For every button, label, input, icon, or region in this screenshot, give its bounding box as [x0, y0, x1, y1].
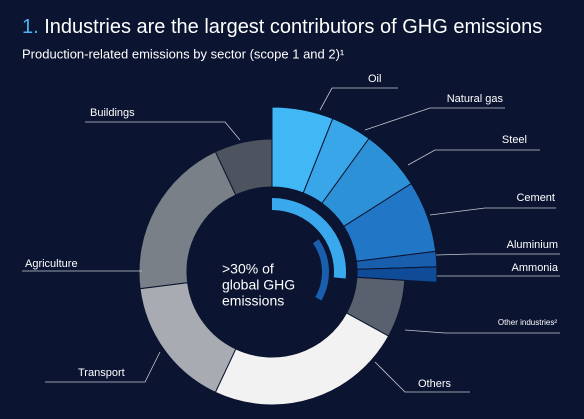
title-text: Industries are the largest contributors …: [44, 16, 542, 38]
title-number: 1.: [22, 16, 39, 38]
slice-label: Cement: [516, 192, 555, 204]
leader-line: [404, 329, 560, 334]
leader-line: [429, 207, 556, 216]
decor-arc: [272, 198, 346, 279]
leader-line: [319, 87, 398, 111]
slice-label: Oil: [368, 73, 381, 85]
slice-label: Others: [418, 378, 452, 390]
slice-label: Ammonia: [512, 262, 559, 274]
center-text: global GHG: [222, 277, 295, 293]
slice-label: Aluminium: [507, 239, 558, 251]
chart-subtitle: Production-related emissions by sector (…: [22, 46, 345, 61]
center-decoration: [272, 198, 346, 301]
center-text: emissions: [222, 293, 284, 309]
slice-label: Other industries²: [498, 318, 557, 327]
slice-label: Steel: [502, 134, 527, 146]
slice-label: Buildings: [90, 107, 135, 119]
chart-title: 1. Industries are the largest contributo…: [22, 16, 542, 38]
leader-line: [435, 253, 560, 256]
leader-line: [407, 149, 540, 166]
slice-label: Transport: [78, 367, 125, 379]
decor-arc: [312, 239, 329, 301]
leader-line: [364, 107, 505, 131]
slice-label: Agriculture: [25, 258, 78, 270]
donut-slice: [214, 138, 273, 196]
leader-line: [45, 351, 161, 383]
leader-line: [374, 361, 470, 393]
center-text: >30% of: [222, 261, 274, 277]
slice-label: Natural gas: [447, 93, 504, 105]
leader-line: [85, 121, 241, 141]
